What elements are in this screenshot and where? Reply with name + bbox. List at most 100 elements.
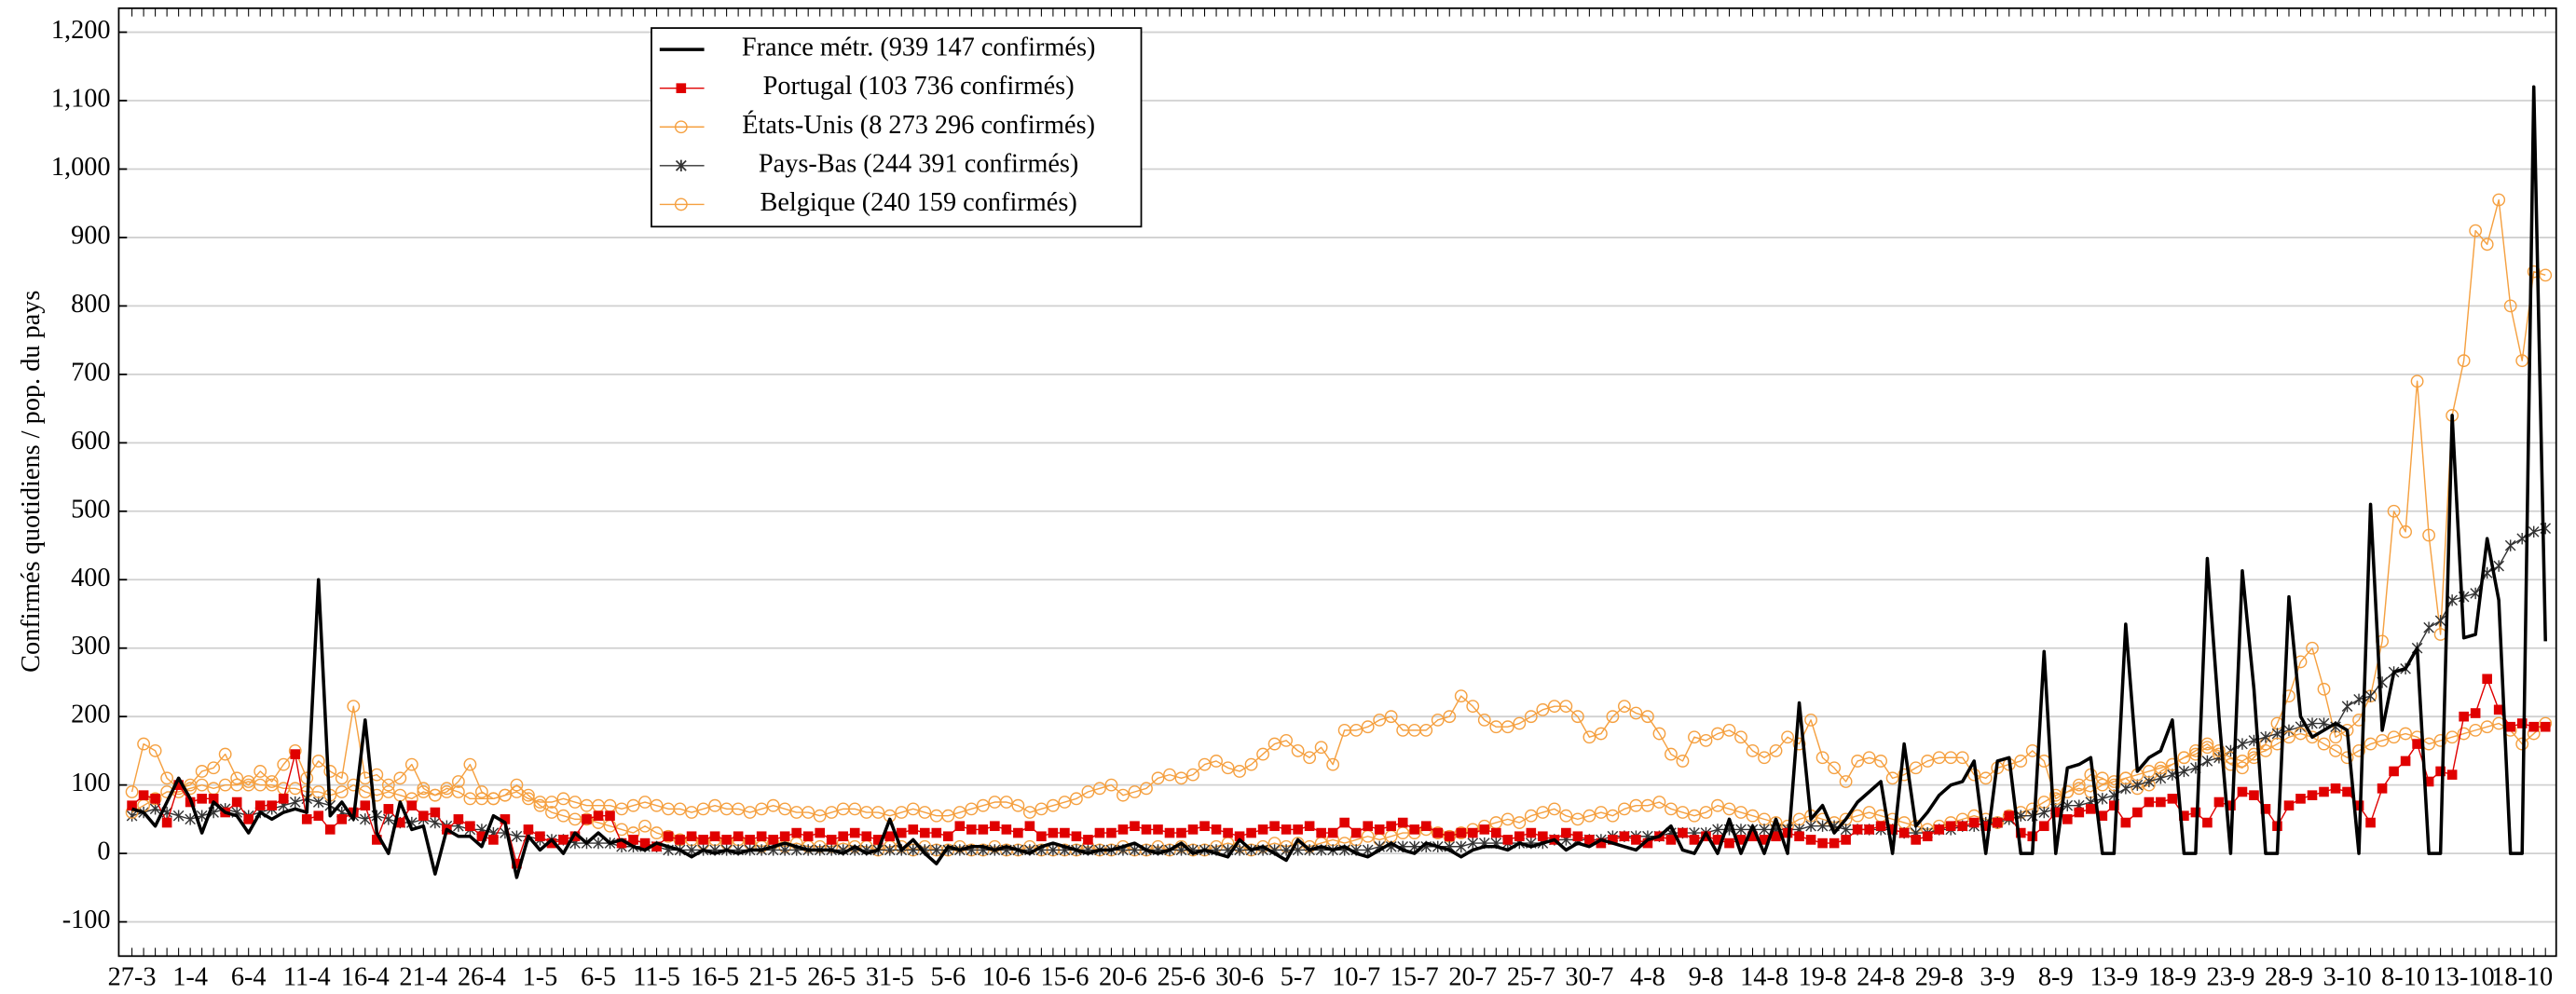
marker	[2389, 766, 2399, 777]
marker	[2515, 354, 2529, 368]
marker	[1130, 821, 1140, 832]
marker	[1513, 716, 1527, 730]
marker	[2260, 804, 2271, 814]
x-tick-label: 5-6	[930, 963, 966, 992]
x-tick-label: 3-10	[2323, 963, 2372, 992]
marker	[2457, 727, 2471, 741]
marker	[1909, 761, 1923, 775]
marker	[160, 771, 174, 785]
marker	[663, 831, 674, 842]
marker	[1106, 827, 1117, 838]
marker	[2340, 751, 2354, 765]
marker	[755, 802, 769, 816]
marker	[2118, 771, 2132, 785]
marker	[2156, 797, 2166, 808]
marker	[1968, 817, 1980, 828]
marker	[2283, 724, 2295, 737]
marker	[1839, 775, 1853, 788]
marker	[2249, 790, 2259, 800]
marker	[2400, 756, 2411, 767]
marker	[2097, 810, 2108, 822]
marker	[1559, 809, 1573, 823]
marker	[2317, 737, 2331, 751]
marker	[2072, 778, 2086, 792]
marker	[999, 796, 1013, 809]
marker	[1921, 755, 1935, 768]
marker	[195, 765, 209, 778]
marker	[1269, 821, 1280, 832]
marker	[1665, 802, 1678, 816]
marker	[698, 835, 708, 845]
marker	[208, 794, 219, 804]
marker	[896, 827, 907, 838]
marker	[1712, 835, 1723, 845]
marker	[1676, 755, 1690, 768]
marker	[1769, 744, 1783, 757]
marker	[290, 749, 301, 759]
marker	[218, 747, 232, 761]
y-tick-label: 100	[71, 769, 110, 797]
x-tick-label: 20-7	[1448, 963, 1497, 992]
marker	[802, 806, 815, 819]
marker	[2306, 730, 2319, 744]
marker	[2377, 783, 2388, 794]
marker	[2095, 771, 2109, 785]
marker	[1794, 831, 1804, 842]
marker	[1688, 730, 1701, 744]
marker	[2062, 814, 2073, 824]
marker	[2097, 793, 2108, 805]
marker	[1701, 831, 1711, 842]
marker	[2307, 790, 2318, 800]
marker	[1304, 821, 1315, 832]
legend-box	[651, 27, 1143, 228]
marker	[1689, 835, 1700, 845]
marker	[172, 810, 185, 822]
marker	[1256, 747, 1269, 761]
marker	[417, 782, 431, 796]
marker	[1397, 817, 1408, 828]
x-tick-label: 15-7	[1391, 963, 1439, 992]
marker	[1293, 824, 1303, 835]
x-tick-label: 5-7	[1281, 963, 1316, 992]
x-tick-label: 1-4	[172, 963, 208, 992]
marker	[207, 761, 221, 775]
marker	[1502, 835, 1514, 845]
marker	[335, 785, 349, 798]
marker	[1526, 827, 1537, 838]
y-tick-label: 400	[71, 564, 110, 592]
marker	[2307, 717, 2318, 729]
marker	[2142, 765, 2156, 778]
x-tick-label: 13-10	[2433, 963, 2495, 992]
y-tick-label: 1,100	[51, 85, 111, 114]
marker	[1267, 737, 1281, 751]
marker	[1454, 689, 1468, 703]
marker	[1199, 821, 1210, 832]
marker	[696, 802, 710, 816]
marker	[1058, 796, 1072, 809]
marker	[1911, 835, 1921, 845]
marker	[1722, 723, 1736, 737]
marker	[1420, 821, 1432, 832]
marker	[651, 841, 662, 852]
marker	[2015, 827, 2026, 838]
marker	[1153, 824, 1163, 835]
y-tick-label: 200	[71, 701, 110, 729]
marker	[533, 798, 547, 812]
marker	[2086, 804, 2096, 814]
marker	[1211, 824, 1222, 835]
x-tick-label: 28-9	[2265, 963, 2313, 992]
marker	[2410, 374, 2424, 388]
marker	[150, 794, 160, 804]
marker	[558, 835, 569, 845]
marker	[639, 837, 651, 849]
marker	[556, 809, 570, 823]
marker	[1536, 806, 1550, 819]
marker	[1688, 809, 1701, 823]
marker	[673, 802, 687, 816]
y-tick-label: 1,200	[51, 16, 111, 45]
marker	[1922, 831, 1933, 842]
marker	[871, 806, 885, 819]
marker	[2201, 755, 2213, 768]
marker	[1326, 757, 1340, 771]
